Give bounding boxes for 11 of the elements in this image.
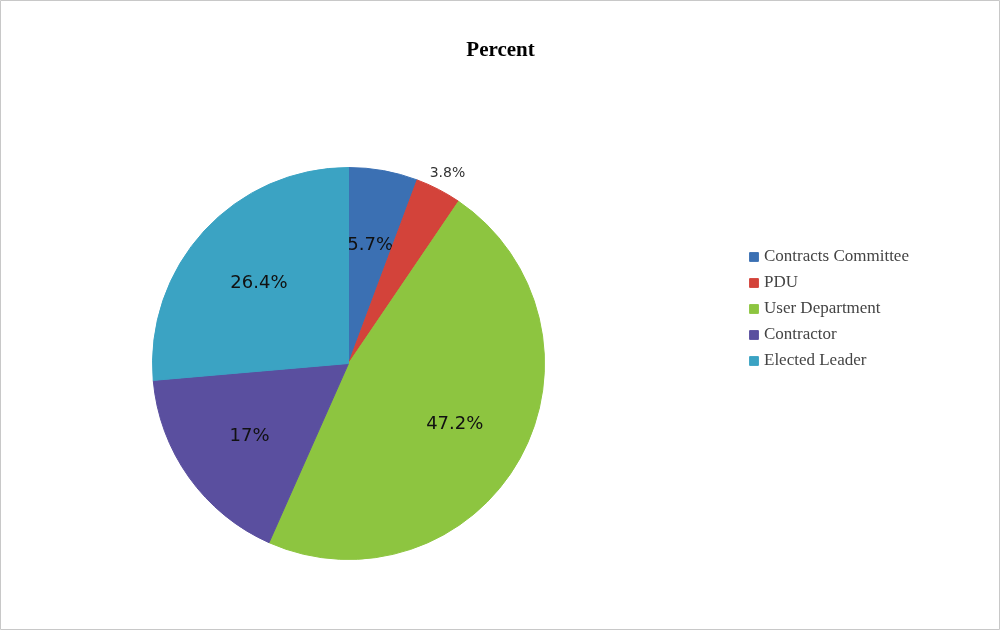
data-label: 3.8%	[429, 163, 466, 180]
data-label: 5.7%	[347, 233, 393, 255]
legend-label: Contracts Committee	[764, 246, 909, 266]
legend-label: PDU	[764, 272, 799, 292]
chart-title: Percent	[466, 36, 535, 61]
data-label: 17%	[229, 423, 270, 445]
legend-label: Contractor	[764, 324, 837, 344]
data-label: 47.2%	[426, 411, 484, 433]
legend-label: User Department	[764, 298, 881, 318]
legend-label: Elected Leader	[764, 350, 867, 370]
data-label: 26.4%	[230, 270, 288, 292]
